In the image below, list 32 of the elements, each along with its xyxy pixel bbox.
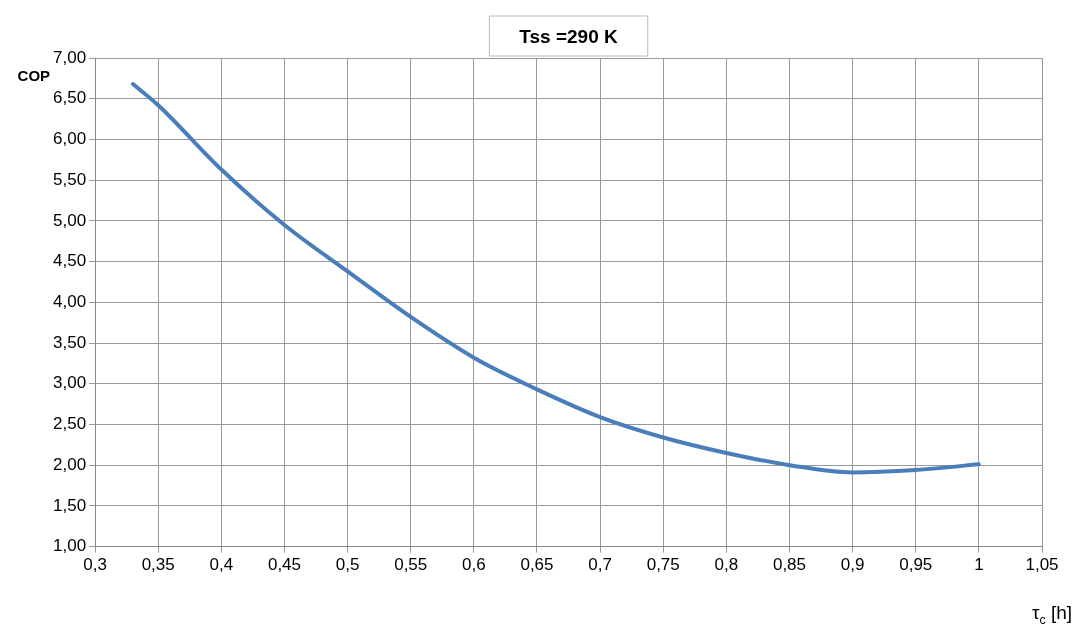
y-tick-label: 6,00 — [52, 129, 87, 149]
y-tick-label: 2,50 — [52, 414, 87, 434]
x-tick-label: 0,6 — [462, 555, 486, 575]
y-tick-label: 6,50 — [52, 88, 87, 108]
y-tick-label: 4,50 — [52, 251, 87, 271]
x-tick-label: 0,8 — [714, 555, 739, 575]
y-tick-label: 3,50 — [52, 332, 87, 352]
x-tick-label: 0,95 — [899, 555, 933, 575]
line-series — [130, 82, 981, 475]
y-tick-label: 1,50 — [52, 495, 87, 515]
x-tick-label: 0,65 — [520, 555, 554, 575]
y-tick-label: 4,00 — [52, 291, 87, 311]
y-tick-label: 3,00 — [52, 373, 87, 393]
x-tick-label: 1 — [974, 555, 984, 575]
x-tick-label: 0,3 — [83, 555, 107, 575]
chart-title: Tss =290 K — [519, 26, 619, 47]
x-tick-label: 0,7 — [588, 555, 612, 575]
x-tick-label: 0,35 — [141, 555, 175, 575]
y-axis-title: COP — [17, 67, 51, 84]
y-tick-label: 5,50 — [52, 169, 87, 189]
y-tick-label: 7,00 — [52, 47, 87, 67]
y-tick-label: 5,00 — [52, 210, 87, 230]
x-tick-label: 0,9 — [840, 555, 865, 575]
x-tick-label: 0,75 — [646, 555, 680, 575]
y-tick-label: 2,00 — [52, 454, 87, 474]
x-tick-label: 0,45 — [267, 555, 302, 575]
x-tick-label: 0,85 — [772, 555, 807, 575]
x-tick-label: 0,55 — [394, 555, 428, 575]
x-tick-label: 0,5 — [335, 555, 360, 575]
x-tick-label: 0,4 — [209, 555, 234, 575]
x-tick-label: 1,05 — [1025, 555, 1059, 575]
y-tick-label: 1,00 — [52, 536, 87, 556]
